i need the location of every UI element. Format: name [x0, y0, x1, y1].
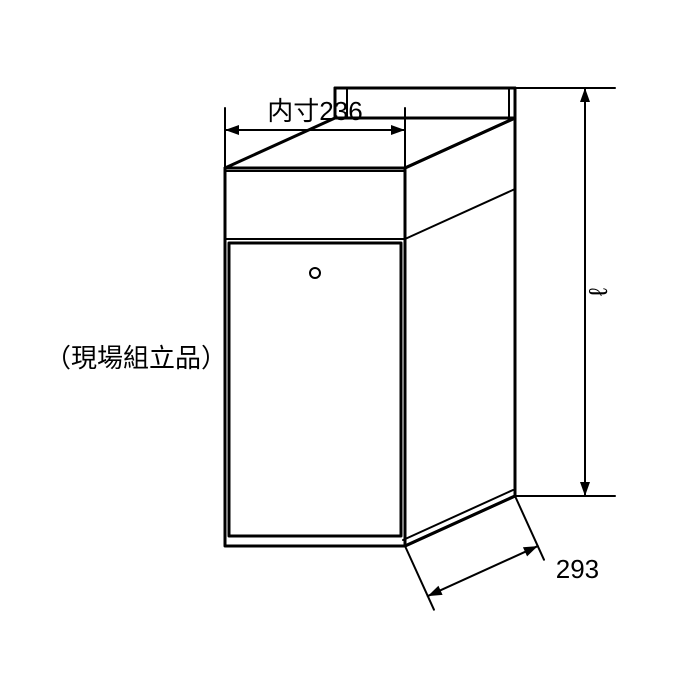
svg-text:ℓ: ℓ: [583, 287, 613, 296]
svg-text:内寸236: 内寸236: [267, 96, 362, 126]
svg-text:293: 293: [556, 554, 599, 584]
side-note-label: （現場組立品）: [45, 338, 227, 375]
